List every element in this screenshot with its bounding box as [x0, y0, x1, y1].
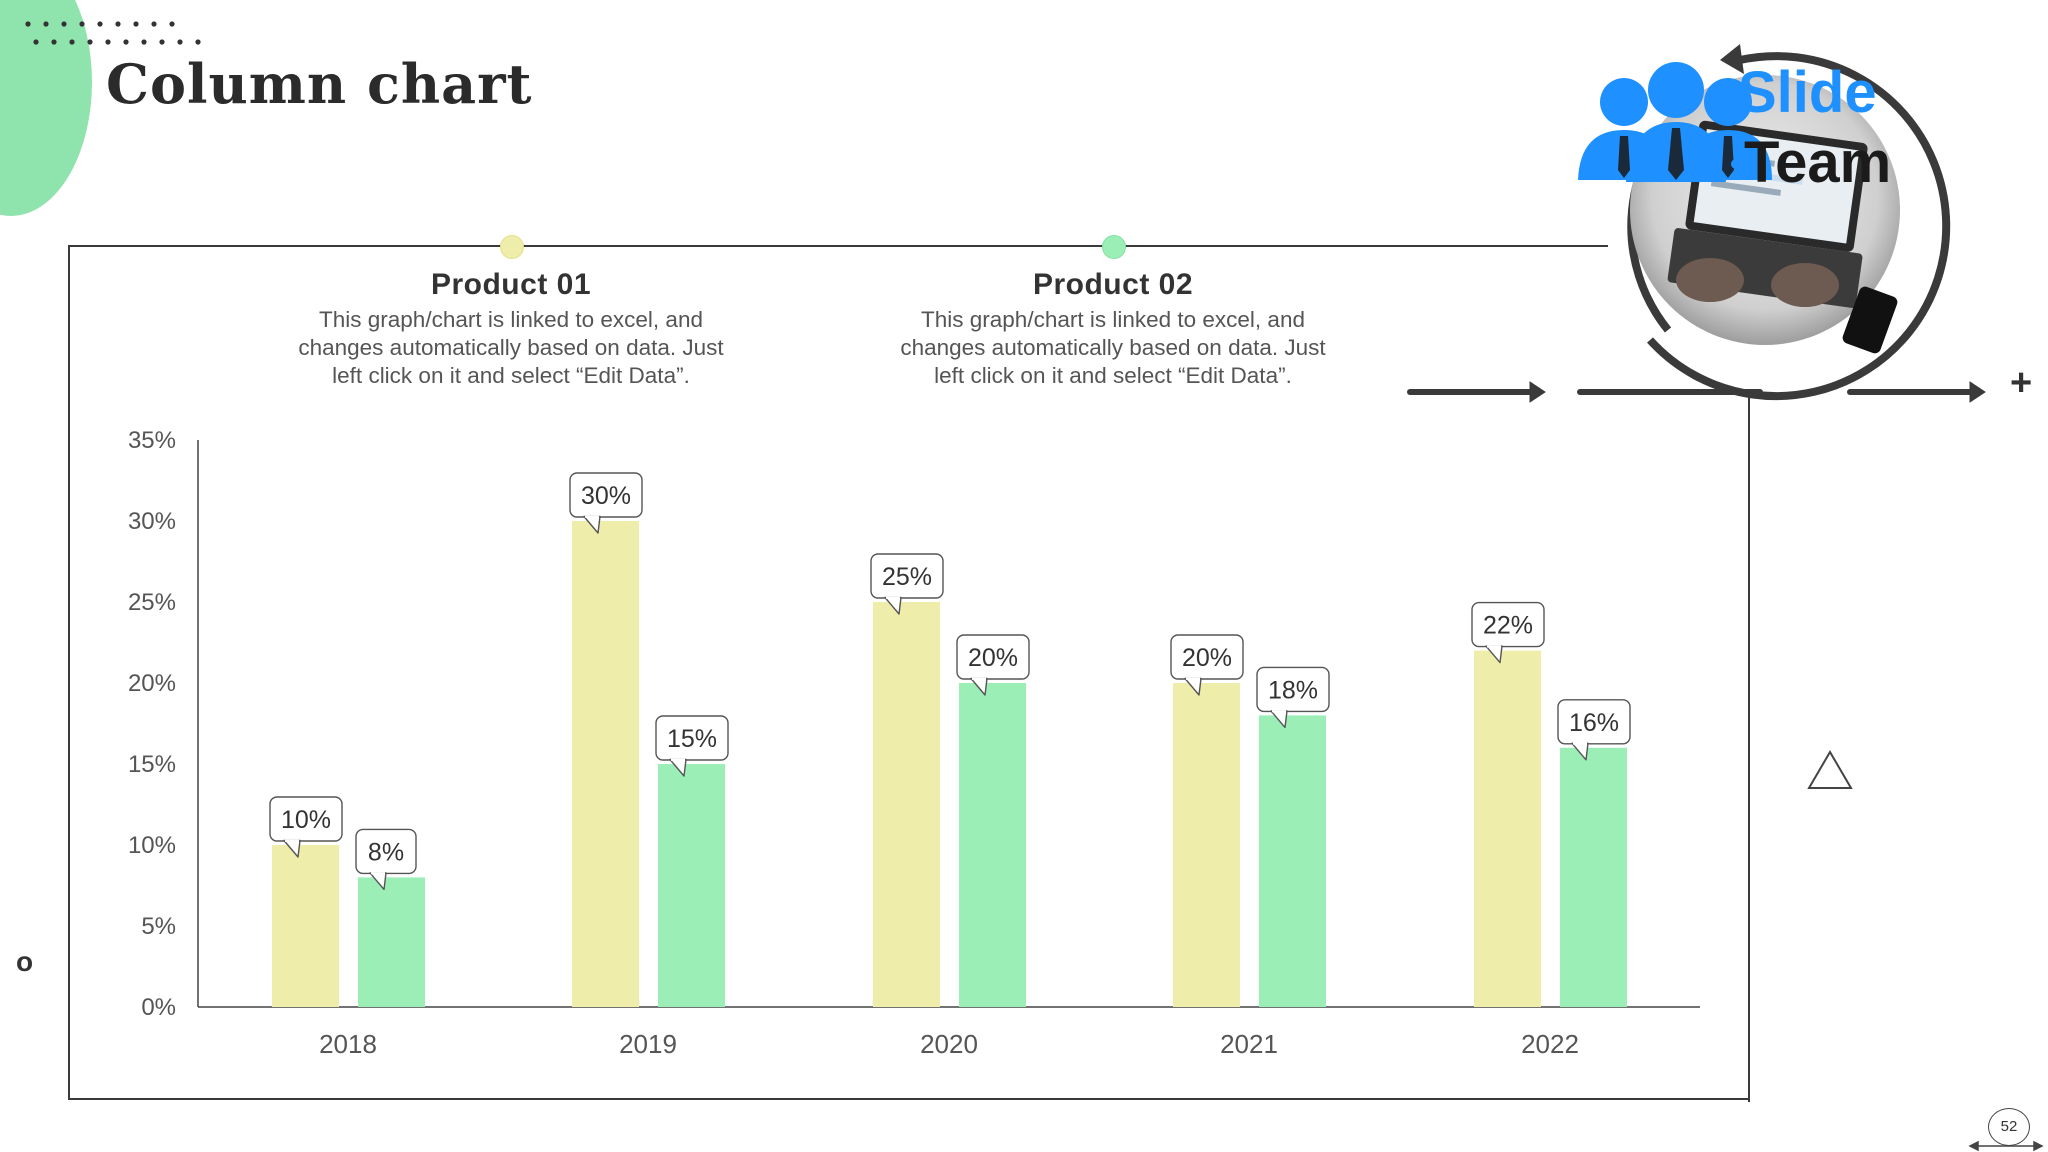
data-label: 8% — [368, 838, 404, 866]
bar-product-02-2020 — [959, 683, 1026, 1007]
data-label-callout: 8% — [355, 828, 417, 891]
legend-description-line: changes automatically based on data. Jus… — [900, 335, 1326, 360]
y-tick-label: 0% — [141, 994, 176, 1021]
data-label-callout: 20% — [956, 634, 1030, 696]
y-tick-label: 35% — [128, 427, 176, 454]
slideteam-logo: Slide Team — [1578, 44, 1951, 401]
legend-description-line: This graph/chart is linked to excel, and — [921, 307, 1305, 332]
data-label-callout: 10% — [269, 796, 343, 858]
bar-product-02-2019 — [658, 764, 725, 1007]
x-tick-label: 2021 — [1220, 1029, 1278, 1059]
callout-box — [1256, 666, 1330, 713]
x-tick-label: 2019 — [619, 1029, 677, 1059]
data-label: 22% — [1483, 612, 1533, 640]
legend-description-line: left click on it and select “Edit Data”. — [934, 363, 1292, 388]
x-tick-label: 2022 — [1521, 1029, 1579, 1059]
slide-title: Column chart — [106, 52, 533, 116]
bar-product-02-2021 — [1259, 715, 1326, 1007]
bar-product-01-2022 — [1474, 650, 1541, 1007]
callout-box — [870, 553, 944, 599]
callout-box — [569, 472, 643, 518]
bar-product-01-2021 — [1173, 683, 1240, 1007]
data-label-callout: 22% — [1471, 601, 1545, 664]
y-tick-label: 30% — [128, 508, 176, 535]
callout-box — [1170, 634, 1244, 680]
legend-dot-product-02 — [1102, 235, 1126, 259]
data-label-callout: 15% — [655, 715, 729, 777]
y-tick-label: 20% — [128, 670, 176, 697]
bar-product-01-2020 — [873, 602, 940, 1007]
legend-description-line: left click on it and select “Edit Data”. — [332, 363, 690, 388]
legend-product-02: Product 02 This graph/chart is linked to… — [883, 268, 1343, 390]
data-label: 18% — [1268, 676, 1318, 704]
bar-product-01-2018 — [272, 845, 339, 1007]
triangle-icon — [1807, 750, 1853, 789]
decorative-dots — [25, 21, 201, 45]
callout-box — [655, 715, 729, 761]
page-number-arrows — [1968, 1140, 2044, 1152]
data-label: 16% — [1569, 709, 1619, 737]
bar-product-01-2019 — [572, 521, 639, 1007]
y-tick-label: 25% — [128, 589, 176, 616]
legend-description-line: This graph/chart is linked to excel, and — [319, 307, 703, 332]
legend-description-line: changes automatically based on data. Jus… — [298, 335, 724, 360]
frame-top-border — [68, 245, 1608, 247]
legend-description: This graph/chart is linked to excel, and… — [281, 306, 741, 390]
y-tick-label: 5% — [141, 913, 176, 940]
bar-product-02-2022 — [1560, 747, 1627, 1007]
y-tick-label: 15% — [128, 751, 176, 778]
legend-heading: Product 02 — [1032, 268, 1194, 301]
data-label: 10% — [281, 806, 331, 834]
logo-word-team: Team — [1744, 130, 1891, 195]
bar-product-02-2018 — [358, 877, 425, 1007]
decorative-plus: + — [2010, 362, 2033, 404]
legend-description: This graph/chart is linked to excel, and… — [883, 306, 1343, 390]
data-label: 30% — [581, 482, 631, 510]
data-label: 20% — [968, 644, 1018, 672]
callout-box — [956, 634, 1030, 680]
data-label: 25% — [882, 563, 932, 591]
data-label-callout: 16% — [1557, 699, 1631, 761]
data-label: 15% — [667, 725, 717, 753]
legend-dot-product-01 — [500, 235, 524, 259]
legend-heading: Product 01 — [430, 268, 592, 301]
data-label-callout: 18% — [1256, 666, 1330, 729]
callout-box — [1471, 601, 1545, 648]
x-tick-label: 2020 — [920, 1029, 978, 1059]
chart-frame — [68, 245, 1750, 1100]
y-tick-label: 10% — [128, 832, 176, 859]
decorative-o: o — [16, 946, 34, 977]
legend-product-01: Product 01 This graph/chart is linked to… — [281, 268, 741, 390]
callout-box — [1557, 699, 1631, 745]
data-label-callout: 20% — [1170, 634, 1244, 696]
callout-box — [269, 796, 343, 842]
data-label: 20% — [1182, 644, 1232, 672]
data-label-callout: 25% — [870, 553, 944, 615]
x-tick-label: 2018 — [319, 1029, 377, 1059]
frame-right-border — [1748, 390, 1750, 1102]
data-label-callout: 30% — [569, 472, 643, 534]
logo-word-slide: Slide — [1738, 60, 1877, 125]
